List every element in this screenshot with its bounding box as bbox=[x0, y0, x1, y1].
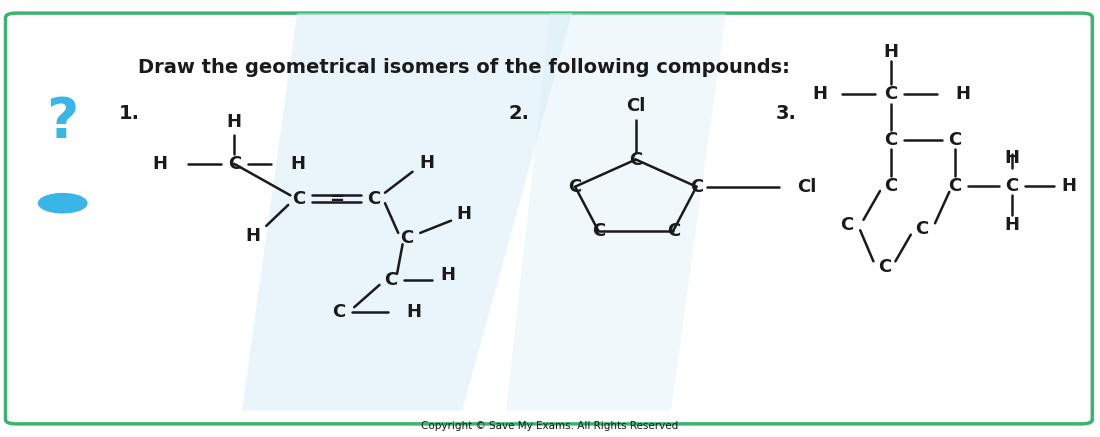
Polygon shape bbox=[242, 13, 572, 411]
Text: C: C bbox=[367, 190, 381, 208]
Text: H: H bbox=[883, 43, 899, 62]
Text: 3.: 3. bbox=[777, 104, 796, 123]
Circle shape bbox=[39, 194, 87, 213]
FancyBboxPatch shape bbox=[6, 13, 1092, 424]
Text: C: C bbox=[569, 178, 582, 196]
Text: C: C bbox=[667, 222, 680, 239]
Text: C: C bbox=[592, 222, 605, 239]
Text: H: H bbox=[1062, 177, 1077, 195]
Text: H: H bbox=[1004, 216, 1020, 234]
Text: Draw the geometrical isomers of the following compounds:: Draw the geometrical isomers of the foll… bbox=[138, 58, 790, 77]
Text: H: H bbox=[290, 155, 306, 173]
Text: H: H bbox=[812, 85, 827, 103]
Text: C: C bbox=[884, 85, 898, 103]
Text: C: C bbox=[293, 190, 306, 208]
Text: C: C bbox=[948, 131, 961, 149]
Text: H: H bbox=[406, 303, 421, 322]
Text: H: H bbox=[440, 266, 455, 284]
Text: 1.: 1. bbox=[119, 104, 141, 123]
Text: C: C bbox=[690, 178, 703, 196]
Text: C: C bbox=[332, 303, 345, 322]
Text: C: C bbox=[629, 150, 642, 169]
Text: Cl: Cl bbox=[796, 178, 816, 196]
Text: Copyright © Save My Exams. All Rights Reserved: Copyright © Save My Exams. All Rights Re… bbox=[421, 421, 679, 431]
Text: H: H bbox=[1004, 149, 1020, 167]
Polygon shape bbox=[506, 13, 726, 411]
Text: H: H bbox=[152, 155, 167, 173]
Text: ?: ? bbox=[46, 95, 79, 149]
Text: H: H bbox=[456, 205, 472, 223]
Text: Cl: Cl bbox=[626, 97, 646, 115]
Text: H: H bbox=[227, 113, 242, 132]
Text: C: C bbox=[884, 177, 898, 195]
Text: C: C bbox=[878, 257, 891, 276]
Text: C: C bbox=[884, 131, 898, 149]
Text: C: C bbox=[915, 220, 928, 239]
Text: =: = bbox=[329, 190, 344, 208]
Text: C: C bbox=[948, 177, 961, 195]
Text: C: C bbox=[384, 271, 397, 289]
Text: C: C bbox=[840, 216, 854, 234]
Text: C: C bbox=[400, 229, 414, 247]
Text: H: H bbox=[419, 154, 435, 172]
Text: H: H bbox=[955, 85, 970, 103]
Text: H: H bbox=[245, 227, 261, 245]
Text: C: C bbox=[1005, 177, 1019, 195]
Text: 2.: 2. bbox=[508, 104, 530, 123]
Text: C: C bbox=[228, 155, 241, 173]
